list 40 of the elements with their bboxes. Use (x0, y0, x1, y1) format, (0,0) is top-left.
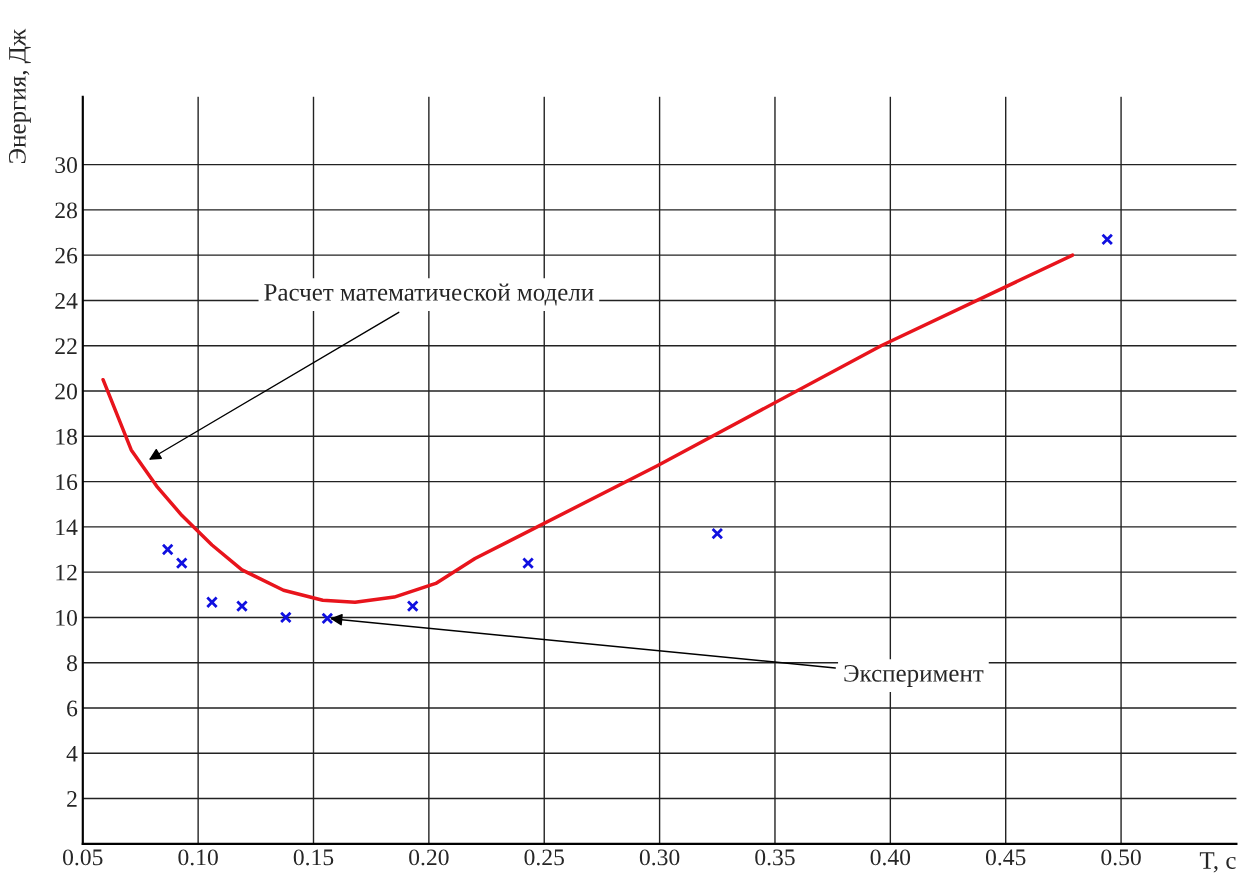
x-tick-label: 0.05 (63, 849, 103, 866)
y-tick-label: 22 (55, 338, 77, 354)
x-axis-title: T, с (1199, 852, 1236, 873)
y-tick-label: 20 (55, 383, 77, 400)
y-tick-label: 28 (55, 202, 77, 219)
x-tick-label: 0.35 (755, 849, 795, 866)
y-tick-label: 18 (56, 428, 77, 445)
point (175, 557, 188, 570)
x-tick-label: 0.50 (1101, 849, 1141, 866)
y-tick-label: 16 (56, 474, 78, 491)
y-tick-label: 26 (55, 247, 78, 264)
point (711, 527, 724, 540)
point (161, 543, 174, 556)
x-tick-label: 0.20 (409, 849, 449, 866)
y-tick-label: 4 (66, 745, 78, 762)
point (522, 557, 535, 570)
point (205, 596, 219, 609)
x-tick-label: 0.40 (870, 849, 911, 866)
x-tick-label: 0.30 (639, 849, 680, 866)
point (235, 600, 249, 613)
y-tick-label: 6 (67, 700, 78, 717)
y-tick-label: 14 (56, 519, 78, 536)
x-tick-label: 0.25 (524, 849, 564, 866)
point (1101, 233, 1114, 246)
point (279, 611, 292, 624)
y-tick-label: 12 (56, 564, 77, 581)
x-tick-label: 0.10 (178, 849, 218, 866)
point (321, 612, 334, 625)
line-series (101, 253, 1075, 604)
y-axis-title: Энергия, Дж (8, 28, 31, 164)
y-tick-label: 8 (67, 655, 77, 672)
y-tick-label: 2 (67, 791, 77, 807)
y-tick-label: 24 (55, 293, 78, 309)
annotation: Эксперимент (844, 665, 984, 687)
y-tick-label: 10 (56, 609, 77, 626)
x-tick-label: 0.45 (985, 849, 1026, 866)
x-tick-label: 0.15 (293, 849, 334, 866)
y-tick-label: 30 (55, 157, 77, 174)
annotation: Расчет математической модели (264, 283, 594, 306)
point (406, 600, 419, 613)
